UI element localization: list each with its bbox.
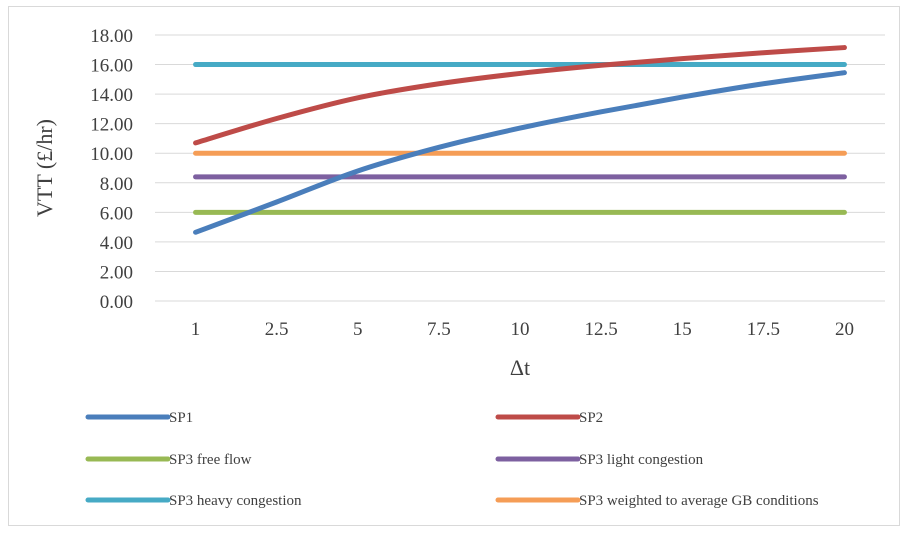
legend-item: SP3 free flow bbox=[85, 452, 252, 468]
y-axis-title: VTT (£/hr) bbox=[32, 119, 57, 217]
y-tick-label: 8.00 bbox=[100, 174, 133, 195]
y-tick-label: 18.00 bbox=[90, 26, 133, 47]
x-tick-label: 10 bbox=[511, 319, 530, 340]
y-tick-label: 4.00 bbox=[100, 233, 133, 254]
legend-label: SP2 bbox=[579, 410, 603, 426]
y-tick-label: 14.00 bbox=[90, 85, 133, 106]
x-tick-label: 5 bbox=[353, 319, 363, 340]
y-tick-label: 6.00 bbox=[100, 203, 133, 224]
legend-label: SP3 heavy congestion bbox=[169, 493, 302, 509]
x-tick-label: 7.5 bbox=[427, 319, 451, 340]
y-tick-label: 2.00 bbox=[100, 262, 133, 283]
y-tick-label: 0.00 bbox=[100, 292, 133, 313]
x-tick-label: 17.5 bbox=[747, 319, 780, 340]
chart-border bbox=[8, 6, 900, 526]
y-tick-labels: 0.00 2.00 4.00 6.00 8.00 10.00 12.00 14.00 16.00… bbox=[90, 26, 133, 313]
x-tick-label: 12.5 bbox=[584, 319, 617, 340]
x-tick-label: 15 bbox=[673, 319, 692, 340]
legend-item: SP3 heavy congestion bbox=[85, 493, 302, 509]
series-line-sp2 bbox=[193, 45, 847, 146]
legend-label: SP3 weighted to average GB conditions bbox=[579, 493, 819, 509]
x-axis-title: Δt bbox=[510, 355, 530, 380]
legend-item: SP1 bbox=[85, 410, 193, 426]
legend-label: SP3 light congestion bbox=[579, 452, 704, 468]
x-tick-label: 1 bbox=[191, 319, 201, 340]
legend: SP1 SP2 SP3 free flow SP3 light congestion S… bbox=[85, 410, 819, 509]
x-tick-labels: 1 2.5 5 7.5 10 12.5 15 17.5 20 bbox=[191, 319, 854, 340]
legend-item: SP3 light congestion bbox=[495, 452, 704, 468]
legend-label: SP1 bbox=[169, 410, 193, 426]
x-tick-label: 20 bbox=[835, 319, 854, 340]
series-lines bbox=[193, 45, 847, 235]
y-tick-label: 16.00 bbox=[90, 56, 133, 77]
y-tick-label: 12.00 bbox=[90, 115, 133, 136]
legend-item: SP2 bbox=[495, 410, 603, 426]
series-line-sp1 bbox=[193, 70, 847, 235]
legend-label: SP3 free flow bbox=[169, 452, 252, 468]
y-tick-label: 10.00 bbox=[90, 144, 133, 165]
x-tick-label: 2.5 bbox=[265, 319, 289, 340]
legend-item: SP3 weighted to average GB conditions bbox=[495, 493, 819, 509]
